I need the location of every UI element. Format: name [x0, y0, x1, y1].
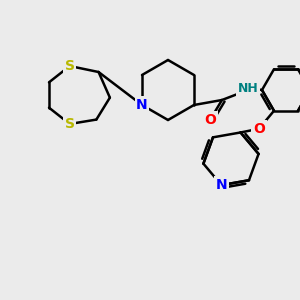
Text: O: O	[253, 122, 265, 136]
Text: NH: NH	[238, 82, 258, 95]
Text: S: S	[65, 117, 75, 131]
Text: N: N	[136, 98, 148, 112]
Text: N: N	[216, 178, 227, 192]
Text: O: O	[204, 113, 216, 127]
Text: S: S	[65, 59, 75, 73]
